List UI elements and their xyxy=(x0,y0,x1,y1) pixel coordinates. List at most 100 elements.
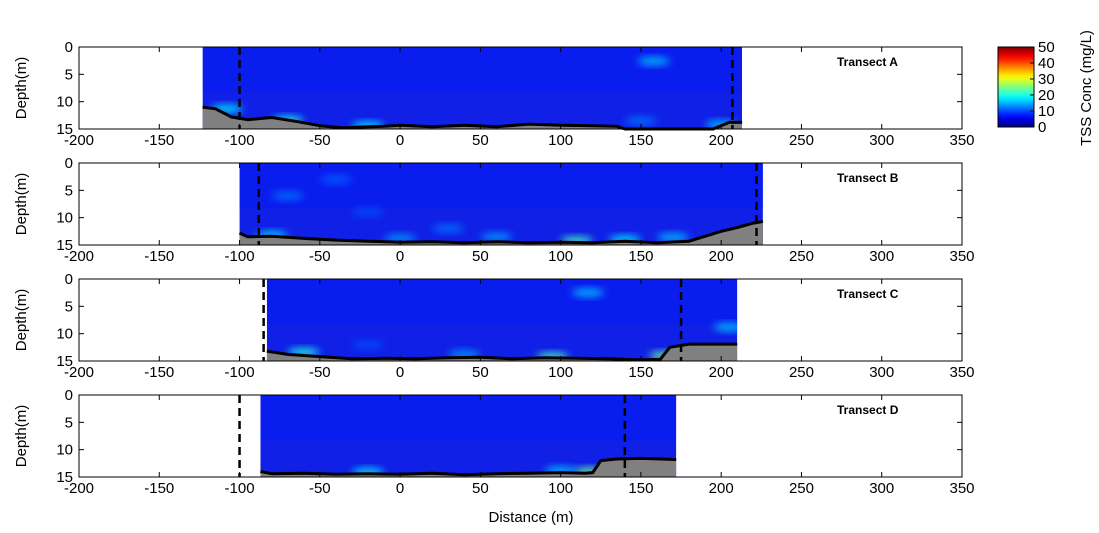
x-tick-label: 0 xyxy=(396,480,404,497)
axes-frame xyxy=(78,162,963,246)
tss-hotspot xyxy=(624,116,657,125)
tss-hotspot xyxy=(657,233,690,242)
y-tick-label: 0 xyxy=(65,39,73,56)
bed-line xyxy=(238,220,764,245)
colorbar-tick-label: 50 xyxy=(1038,39,1055,56)
y-tick-label: 15 xyxy=(56,121,73,138)
colorbar-tick-label: 20 xyxy=(1038,87,1055,104)
x-tick-label: -50 xyxy=(309,364,331,381)
bed-line xyxy=(202,105,743,131)
tss-field xyxy=(239,163,763,245)
axes-frame xyxy=(78,278,963,362)
axes-frame xyxy=(78,394,963,478)
x-tick-label: -50 xyxy=(309,248,331,265)
colorbar-tick-label: 10 xyxy=(1038,103,1055,120)
tss-hotspot xyxy=(384,234,417,243)
tss-hotspot xyxy=(571,288,604,297)
x-tick-label: 100 xyxy=(548,364,573,381)
colorbar-tick-label: 40 xyxy=(1038,55,1055,72)
tss-upper-band xyxy=(202,47,743,93)
x-tick-label: -100 xyxy=(225,364,255,381)
tss-hotspot xyxy=(351,340,384,349)
tss-hotspot xyxy=(713,323,738,332)
y-tick-label: 5 xyxy=(65,298,73,315)
x-tick-label: -150 xyxy=(144,364,174,381)
x-tick-label: 350 xyxy=(949,248,974,265)
x-tick-label: 350 xyxy=(949,364,974,381)
x-axis-label: Distance (m) xyxy=(488,509,573,526)
y-tick-label: 5 xyxy=(65,66,73,83)
transect-label: Transect C xyxy=(837,287,899,301)
x-tick-label: 350 xyxy=(949,132,974,149)
x-tick-label: 50 xyxy=(472,132,489,149)
y-tick-label: 0 xyxy=(65,271,73,288)
x-tick-label: 250 xyxy=(789,248,814,265)
tss-hotspot xyxy=(351,208,384,217)
x-tick-label: -150 xyxy=(144,480,174,497)
tss-upper-band xyxy=(260,395,677,441)
x-tick-label: 100 xyxy=(548,132,573,149)
x-tick-label: -150 xyxy=(144,248,174,265)
x-tick-label: -150 xyxy=(144,132,174,149)
x-tick-label: -100 xyxy=(225,480,255,497)
y-axis-label: Depth(m) xyxy=(13,173,30,236)
colorbar-label: TSS Conc (mg/L) xyxy=(1078,30,1095,146)
axes-frame xyxy=(78,46,963,130)
bed-fill xyxy=(202,107,743,129)
x-tick-label: 350 xyxy=(949,480,974,497)
y-tick-label: 10 xyxy=(56,94,73,111)
transect-label: Transect B xyxy=(837,171,899,185)
x-tick-label: 50 xyxy=(472,248,489,265)
colorbar-gradient xyxy=(997,46,1035,128)
x-tick-label: 50 xyxy=(472,364,489,381)
x-tick-label: -50 xyxy=(309,480,331,497)
panel-transect-a: -200 -150 -100 -50 0 50 100 150 200 250 300 350 0 5 10… xyxy=(13,39,975,149)
tss-hotspot xyxy=(637,57,670,66)
x-tick-label: 300 xyxy=(869,132,894,149)
x-tick-label: 250 xyxy=(789,132,814,149)
y-tick-label: 10 xyxy=(56,326,73,343)
tss-hotspot xyxy=(480,232,513,241)
tss-field xyxy=(260,395,677,477)
x-tick-label: 300 xyxy=(869,480,894,497)
x-tick-label: 100 xyxy=(548,480,573,497)
x-tick-label: 0 xyxy=(396,248,404,265)
bed-line xyxy=(266,342,738,362)
y-axis-label: Depth(m) xyxy=(13,289,30,352)
x-tick-label: 200 xyxy=(709,132,734,149)
panel-transect-d: -200 -150 -100 -50 0 50 100 150 200 250 300 350 0 5 10… xyxy=(13,387,975,497)
x-tick-label: 0 xyxy=(396,364,404,381)
y-tick-label: 0 xyxy=(65,155,73,172)
y-tick-label: 5 xyxy=(65,182,73,199)
x-tick-label: -200 xyxy=(64,132,94,149)
tss-upper-band xyxy=(266,279,738,325)
x-tick-label: -100 xyxy=(225,132,255,149)
tss-upper-band xyxy=(239,163,763,209)
x-tick-label: 0 xyxy=(396,132,404,149)
x-tick-label: 200 xyxy=(709,248,734,265)
x-tick-label: -50 xyxy=(309,132,331,149)
y-tick-label: 10 xyxy=(56,210,73,227)
x-tick-label: 150 xyxy=(628,132,653,149)
bed-fill xyxy=(239,221,763,245)
y-tick-label: 15 xyxy=(56,237,73,254)
x-tick-label: -200 xyxy=(64,480,94,497)
transect-label: Transect A xyxy=(837,55,898,69)
x-tick-label: 300 xyxy=(869,248,894,265)
x-tick-label: 150 xyxy=(628,248,653,265)
panel-transect-b: -200 -150 -100 -50 0 50 100 150 200 250 300 350 0 5 10… xyxy=(13,155,975,265)
tss-hotspot xyxy=(432,224,465,233)
y-axis-label: Depth(m) xyxy=(13,57,30,120)
x-tick-label: 200 xyxy=(709,480,734,497)
tss-field xyxy=(266,279,738,361)
x-tick-label: 300 xyxy=(869,364,894,381)
x-tick-label: 50 xyxy=(472,480,489,497)
bed-fill xyxy=(266,344,738,361)
tss-hotspot xyxy=(271,191,304,200)
y-tick-label: 15 xyxy=(56,353,73,370)
tss-background xyxy=(266,279,738,361)
colorbar-tick-label: 30 xyxy=(1038,71,1055,88)
x-tick-label: -100 xyxy=(225,248,255,265)
